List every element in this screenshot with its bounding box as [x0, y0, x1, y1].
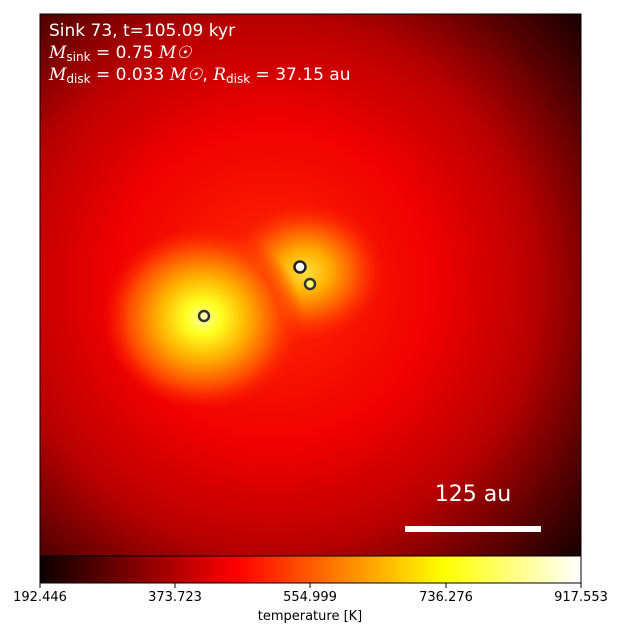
colorbar-tick-label: 736.276 [419, 590, 473, 605]
colorbar-tick-label: 373.723 [148, 590, 202, 605]
disk-mass-value: 0.033 [115, 65, 165, 85]
sink-mass-value: 0.75 [115, 43, 154, 63]
colorbar [39, 555, 582, 588]
image-panel [39, 13, 582, 557]
annotation-sink-mass: Msink = 0.75 M☉ [49, 43, 192, 64]
scale-bar [405, 526, 541, 532]
colorbar-tick-label: 554.999 [283, 590, 337, 605]
annotation-disk: Mdisk = 0.033 M☉, Rdisk = 37.15 au [49, 65, 351, 86]
scale-bar-label: 125 au [434, 482, 512, 507]
solar-mass-unit: M☉ [158, 43, 192, 63]
colorbar-tick-label: 192.446 [13, 590, 67, 605]
sink-marker-a [293, 260, 307, 274]
sink-marker-c [197, 309, 211, 323]
radius-unit: au [329, 65, 351, 85]
annotation-title: Sink 73, t=105.09 kyr [49, 21, 235, 42]
sink-markers [197, 260, 317, 323]
solar-mass-unit: M☉ [169, 65, 203, 85]
colorbar-gradient [40, 556, 581, 583]
colorbar-label: temperature [K] [257, 609, 363, 624]
sink-time-label: Sink 73, t=105.09 kyr [49, 21, 236, 41]
sink-marker-b [303, 277, 317, 291]
colorbar-tick-label: 917.553 [554, 590, 608, 605]
disk-radius-value: 37.15 [275, 65, 324, 85]
